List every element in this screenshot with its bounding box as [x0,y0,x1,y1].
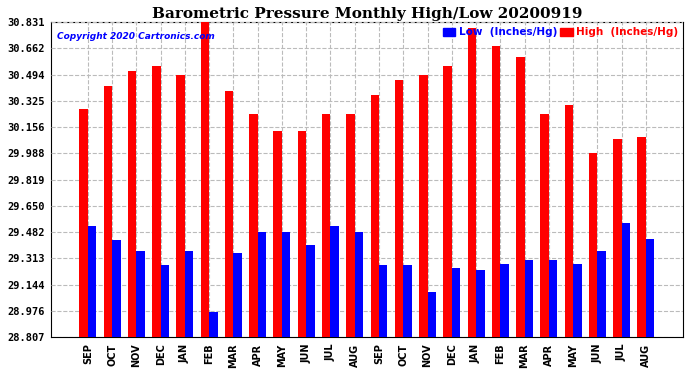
Bar [516,57,524,337]
Bar [452,268,460,337]
Bar [273,131,282,337]
Bar [589,153,598,337]
Bar [161,265,169,337]
Bar [331,226,339,337]
Bar [88,226,97,337]
Bar [468,28,476,337]
Legend: Low  (Inches/Hg), High  (Inches/Hg): Low (Inches/Hg), High (Inches/Hg) [443,27,678,38]
Bar [395,80,403,337]
Bar [622,223,630,337]
Bar [298,131,306,337]
Bar [646,238,654,337]
Text: Copyright 2020 Cartronics.com: Copyright 2020 Cartronics.com [57,32,215,40]
Bar [185,251,193,337]
Bar [598,251,606,337]
Bar [419,75,428,337]
Bar [128,70,137,337]
Bar [443,66,452,337]
Bar [177,75,185,337]
Bar [79,110,88,337]
Bar [573,264,582,337]
Bar [524,260,533,337]
Bar [306,245,315,337]
Bar [492,46,500,337]
Bar [112,240,121,337]
Bar [564,105,573,337]
Bar [379,265,388,337]
Bar [371,95,379,337]
Bar [225,91,233,337]
Bar [249,114,258,337]
Bar [137,251,145,337]
Bar [355,232,363,337]
Bar [500,264,509,337]
Bar [428,292,436,337]
Bar [104,86,112,337]
Bar [209,312,218,337]
Bar [540,114,549,337]
Bar [638,138,646,337]
Bar [613,139,622,337]
Bar [258,232,266,337]
Title: Barometric Pressure Monthly High/Low 20200919: Barometric Pressure Monthly High/Low 202… [152,7,582,21]
Bar [403,265,412,337]
Bar [346,114,355,337]
Bar [152,66,161,337]
Bar [549,260,558,337]
Bar [476,270,484,337]
Bar [282,232,290,337]
Bar [233,253,242,337]
Bar [201,22,209,337]
Bar [322,114,331,337]
